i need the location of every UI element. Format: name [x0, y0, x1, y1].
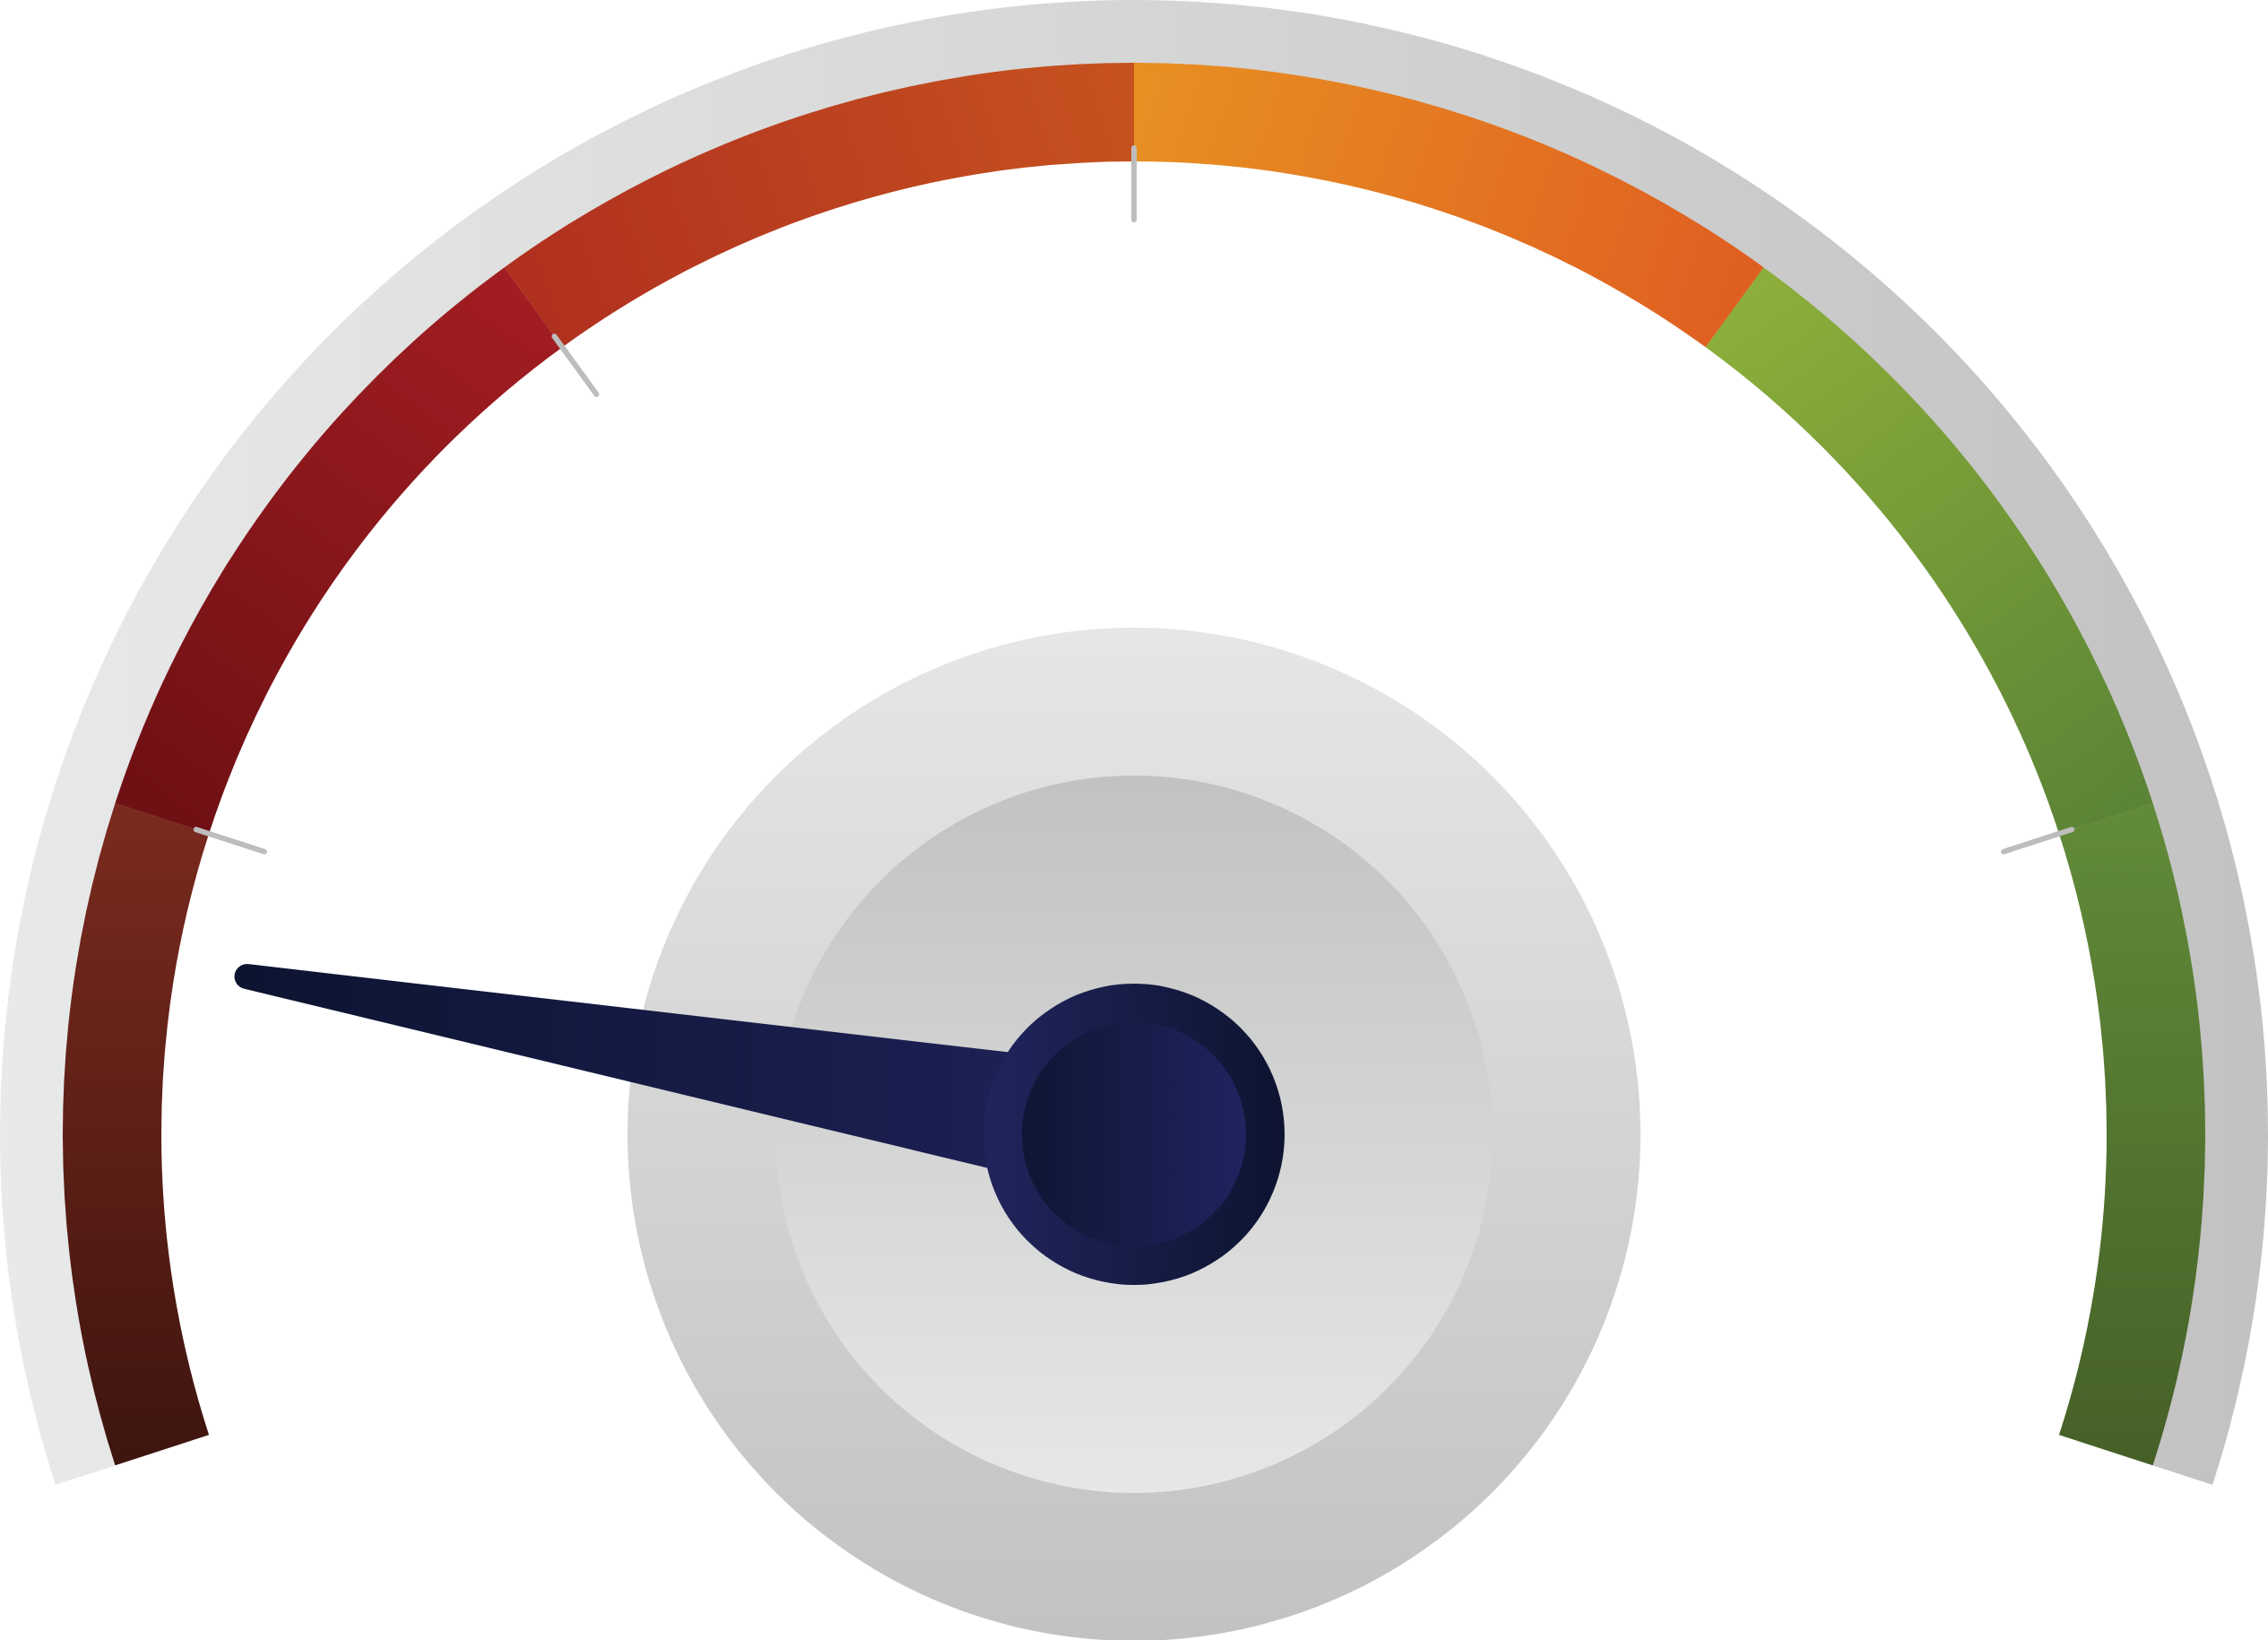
gauge-zone-dark-green	[2058, 803, 2205, 1466]
gauge-zone-red	[115, 267, 563, 834]
gauge-needle	[234, 964, 1285, 1285]
gauge-tick-1	[193, 827, 267, 855]
gauge-tick-4	[2001, 827, 2075, 855]
gauge-ticks	[193, 145, 2075, 855]
gauge-zone-red-orange	[504, 63, 1134, 348]
gauge-tick-2	[551, 334, 600, 397]
gauge-zone-orange	[1134, 63, 1764, 348]
needle-cap-inner	[1022, 1022, 1246, 1246]
needle-body	[234, 964, 1147, 1201]
gauge-zone-yellow-green	[1705, 267, 2153, 834]
gauge-zone-dark-red	[63, 803, 210, 1466]
gauge-color-zones	[63, 63, 2205, 1466]
